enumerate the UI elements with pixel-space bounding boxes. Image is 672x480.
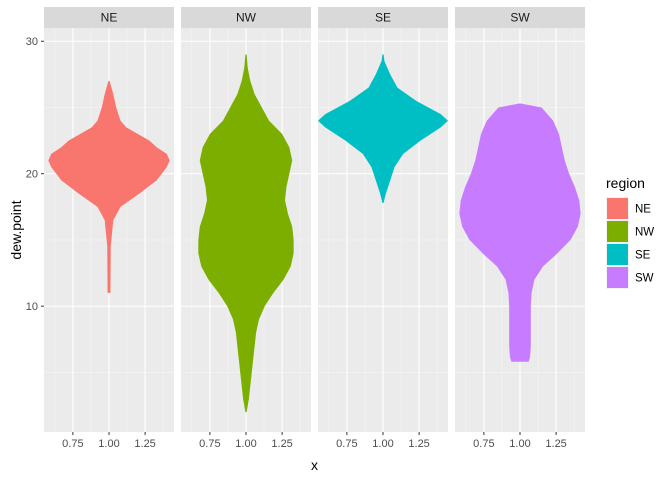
violin-sw [459,103,581,362]
y-axis-title: dew.point [8,200,24,259]
panels-layer: NE NW SE SW [44,7,585,432]
panel-nw: NW [181,7,311,432]
facet-strip [44,7,174,28]
x-tick-label: 0.75 [473,438,494,450]
x-tick-label: 1.00 [235,438,256,450]
x-tick-label: 1.00 [372,438,393,450]
facet-label: NW [236,11,257,25]
panel-ne: NE [44,7,174,432]
legend: region NE NW SE SW [606,175,654,289]
facet-strip [455,7,585,28]
x-tick-label: 0.75 [336,438,357,450]
x-tick-label: 1.00 [98,438,119,450]
y-tick-label: 10 [26,301,38,313]
x-tick-label: 1.25 [271,438,292,450]
panel-sw: SW [455,7,585,432]
facet-strip [181,7,311,28]
facet-label: SW [510,11,530,25]
legend-label-se: SE [635,250,651,262]
legend-key-ne [607,198,628,219]
facet-strip [318,7,448,28]
x-axis-title: x [311,457,318,473]
legend-key-se [607,244,628,265]
violin-ne [48,80,170,293]
legend-key-nw [607,221,628,242]
legend-title: region [606,175,645,191]
x-tick-label: 0.75 [62,438,83,450]
legend-label-ne: NE [635,204,651,216]
violin-se [318,54,448,203]
facet-label: NE [101,11,118,25]
axes-layer: 0.75 1.00 1.25 0.75 1.00 1.25 0.75 1.00 1.25 0.75… [26,36,567,450]
legend-key-sw [607,267,628,288]
x-tick-label: 1.25 [545,438,566,450]
legend-label-sw: SW [635,273,654,285]
x-tick-label: 0.75 [199,438,220,450]
legend-label-nw: NW [635,227,654,239]
x-tick-label: 1.25 [134,438,155,450]
x-tick-label: 1.00 [509,438,530,450]
panel-se: SE [318,7,448,432]
x-tick-label: 1.25 [408,438,429,450]
y-tick-label: 30 [26,36,38,48]
y-tick-label: 20 [26,169,38,181]
violin-nw [198,54,294,413]
facet-label: SE [375,11,391,25]
